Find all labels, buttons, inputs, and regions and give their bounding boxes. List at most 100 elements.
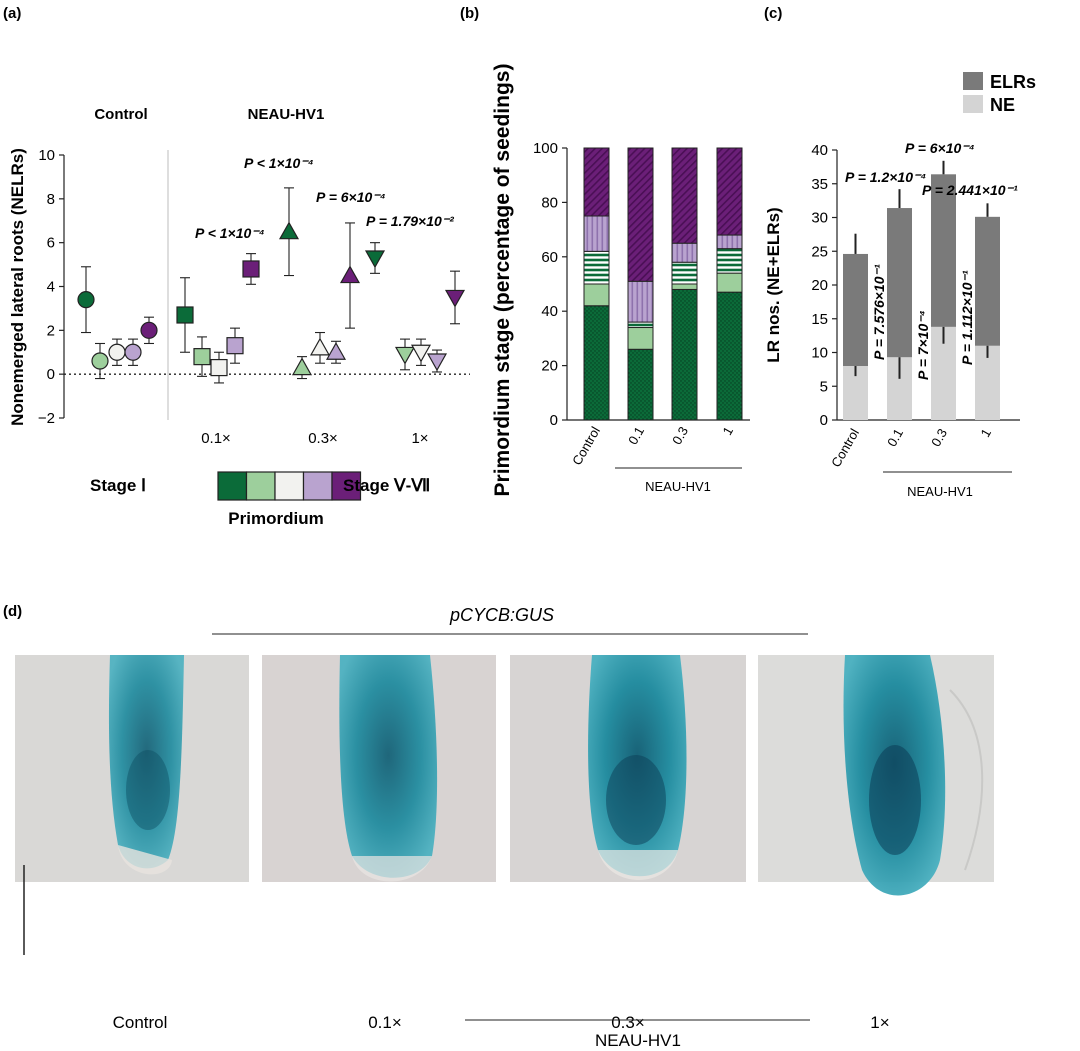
panel-c-p-vertical-1: P = 7.576×10⁻¹ — [871, 264, 887, 360]
p-value-label-4: P = 1.79×10⁻² — [366, 213, 454, 229]
panel-c-legend-swatch-elrs — [963, 72, 983, 90]
bar-Control-stage3 — [583, 250, 610, 285]
panel-a-group-control: Control — [94, 106, 147, 123]
panel-b-ylabel: Primordium stage (percentage of seedings… — [491, 64, 514, 497]
point-group — [77, 266, 95, 334]
panel-a-legend-left: Stage Ⅰ — [90, 476, 146, 495]
panel-a-ytick-label: 10 — [38, 147, 55, 164]
panel-a-ytick-label: 8 — [47, 191, 55, 208]
panel-c-xtick-label-1: 0.1 — [884, 426, 906, 449]
panel-c-legend-ne: NE — [990, 95, 1015, 115]
panel-b-ytick-label: 60 — [541, 249, 558, 266]
panel-c-xtick-label-0: Control — [828, 426, 862, 470]
point-group — [309, 331, 331, 364]
marker-0-3x-stage2 — [291, 357, 313, 376]
marker-0-1x-stage3 — [210, 358, 228, 377]
point-group — [364, 242, 386, 274]
micrograph-0-1x — [262, 655, 496, 882]
panel-c-p-vertical-2: P = 7×10⁻⁴ — [915, 310, 931, 380]
point-group — [339, 222, 361, 329]
bar-0.3-stage4 — [671, 242, 698, 263]
panel-label-c: (c) — [764, 5, 782, 22]
marker-1x-stage2 — [394, 346, 416, 365]
panel-b-ytick-label: 20 — [541, 358, 558, 375]
caption-0-3x: 0.3× — [611, 1013, 645, 1032]
bar-0.1-stage5 — [627, 147, 654, 282]
legend-swatch-stage4 — [302, 471, 333, 501]
legend-swatch-stage5 — [331, 471, 362, 501]
marker-0-3x-stage1 — [278, 221, 300, 240]
p-value-label-2: P < 1×10⁻⁴ — [244, 155, 314, 171]
panel-a-ytick-label: 4 — [47, 279, 55, 296]
marker-0-3x-stage5 — [339, 265, 361, 284]
point-group — [140, 316, 158, 345]
point-group — [291, 356, 313, 380]
bar-elrs-0.1 — [887, 208, 912, 358]
bar-0.1-stage3 — [627, 321, 654, 329]
panel-c-ytick-label: 15 — [811, 311, 828, 328]
micrograph-0-3x — [510, 655, 746, 882]
panel-c-p-top-3: P = 2.441×10⁻¹ — [922, 182, 1018, 198]
panel-c-ytick-label: 40 — [811, 142, 828, 159]
point-group — [91, 342, 109, 380]
panel-d-title: pCYCB:GUS — [449, 605, 554, 625]
marker-control-stage2 — [91, 352, 109, 370]
bar-elrs-1 — [975, 216, 1000, 346]
panel-a-group-treat: NEAU-HV1 — [248, 106, 325, 123]
point-group — [242, 253, 260, 285]
micrograph-1x — [758, 655, 994, 896]
point-group — [176, 277, 194, 353]
marker-0-3x-stage4 — [325, 342, 347, 360]
panel-b-xtick-label-2: 0.3 — [669, 424, 691, 447]
panel-b-xtick-label-1: 0.1 — [625, 424, 647, 447]
panel-b-ytick-label: 80 — [541, 194, 558, 211]
panel-b-ytick-label: 40 — [541, 303, 558, 320]
bar-1-stage5 — [716, 147, 743, 236]
bar-Control-stage5 — [583, 147, 610, 217]
panel-d-group-label: NEAU-HV1 — [595, 1031, 681, 1050]
panel-a-scatter: Nonemerged lateral roots (NELRs) Control… — [8, 106, 470, 528]
marker-control-stage5 — [140, 321, 158, 339]
panel-c-p-top-1: P = 1.2×10⁻⁴ — [845, 169, 926, 185]
panel-c-ytick-label: 30 — [811, 210, 828, 227]
panel-a-xtick-label-3: 1× — [411, 430, 428, 447]
panel-c-p-top-2: P = 6×10⁻⁴ — [905, 140, 975, 156]
panel-c-ylabel: LR nos. (NE+ELRs) — [764, 207, 783, 362]
panel-label-a: (a) — [3, 5, 21, 22]
legend-swatch-stage2 — [245, 471, 276, 501]
caption-1x: 1× — [870, 1013, 889, 1032]
legend-swatch-stage1 — [217, 471, 248, 501]
marker-0-3x-stage3 — [309, 337, 331, 356]
panel-a-ytick-label: 6 — [47, 235, 55, 252]
marker-control-stage1 — [77, 291, 95, 309]
bar-1-stage4 — [716, 234, 743, 250]
panel-a-ytick-label: 0 — [47, 366, 55, 383]
marker-0-1x-stage5 — [242, 260, 260, 278]
panel-c-xtick-label-2: 0.3 — [928, 426, 950, 449]
panel-c-ytick-label: 5 — [820, 378, 828, 395]
panel-c-ytick-label: 10 — [811, 345, 828, 362]
bar-0.1-stage1 — [627, 348, 654, 421]
caption-control: Control — [113, 1013, 168, 1032]
marker-control-stage4 — [124, 343, 142, 361]
bar-elrs-Control — [843, 253, 868, 366]
bar-0.3-stage3 — [671, 261, 698, 285]
panel-c-ytick-label: 20 — [811, 277, 828, 294]
bar-ne-1 — [975, 345, 1000, 420]
bar-Control-stage2 — [583, 283, 610, 307]
panel-c-ytick-label: 25 — [811, 243, 828, 260]
point-group — [278, 187, 300, 277]
point-group — [426, 349, 448, 373]
point-group — [394, 338, 416, 371]
panel-d-micrographs: pCYCB:GUS Control — [15, 605, 994, 1050]
marker-0-1x-stage4 — [226, 337, 244, 355]
point-group — [410, 338, 432, 366]
panel-c-ytick-label: 0 — [820, 412, 828, 429]
bar-Control-stage4 — [583, 215, 610, 252]
marker-0-1x-stage2 — [193, 348, 211, 366]
panel-c-xtick-label-3: 1 — [977, 426, 994, 440]
point-group — [108, 338, 126, 366]
p-value-label-1: P < 1×10⁻⁴ — [195, 225, 265, 241]
micrograph-control — [15, 655, 249, 955]
panel-c-group-label: NEAU-HV1 — [907, 484, 973, 499]
